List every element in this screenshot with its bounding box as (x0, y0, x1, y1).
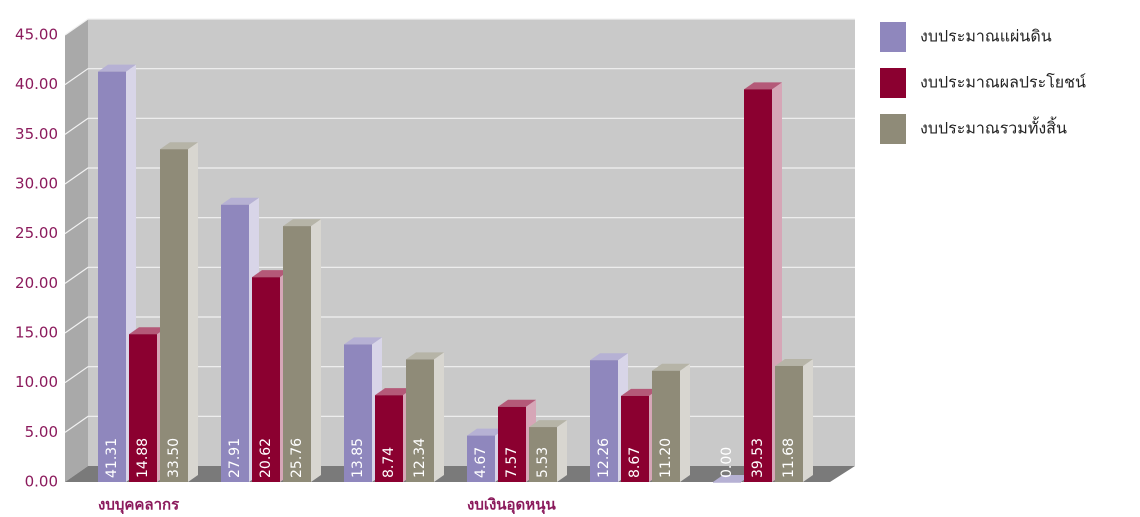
value-label: 27.91 (227, 438, 243, 478)
value-label: 41.31 (104, 438, 120, 478)
bar (498, 406, 526, 482)
bar-top (344, 337, 382, 345)
bar (344, 344, 372, 482)
legend-swatch (880, 114, 906, 144)
value-label: 0.00 (719, 447, 735, 478)
legend-label: งบประมาณรวมทั้งสิ้น (920, 117, 1067, 138)
bar (375, 395, 403, 482)
bar-top (590, 353, 628, 361)
bar (467, 435, 495, 482)
bar-top (498, 399, 536, 407)
bar-side (434, 352, 444, 482)
bar-top (713, 475, 751, 482)
y-tick-label: 10.00 (15, 373, 58, 391)
bar-top (283, 219, 321, 227)
bar (590, 360, 618, 482)
bar (713, 482, 741, 483)
value-label: 8.74 (381, 447, 397, 478)
back-wall (88, 19, 855, 466)
grid-line (64, 316, 855, 334)
grid-line (64, 167, 855, 185)
y-tick-label: 30.00 (15, 175, 58, 193)
value-label: 39.53 (750, 438, 766, 478)
x-tick-label: งบบุคคลากร (98, 496, 180, 515)
legend-label: งบประมาณแผ่นดิน (920, 27, 1052, 46)
bar (775, 365, 803, 482)
bar (160, 149, 188, 482)
bar-top (375, 388, 413, 396)
bar (621, 395, 649, 482)
value-label: 14.88 (135, 438, 151, 478)
legend-label: งบประมาณผลประโยชน์ (920, 73, 1086, 92)
x-tick-label: งบเงินอุดหนุน (467, 496, 556, 515)
bar-side (188, 142, 198, 482)
legend-swatch (880, 22, 906, 52)
bar (406, 359, 434, 482)
value-label: 12.26 (596, 438, 612, 478)
grid-line (64, 266, 855, 284)
value-label: 33.50 (166, 438, 182, 478)
bar-side (803, 358, 813, 482)
bar-side (557, 420, 567, 482)
y-tick-label: 20.00 (15, 274, 58, 292)
grid-line (64, 117, 855, 135)
bar-top (744, 82, 782, 90)
y-tick-label: 45.00 (15, 26, 58, 44)
bar-top (98, 64, 136, 72)
grid-line (64, 18, 855, 36)
bar-side (311, 219, 321, 482)
grid-line (64, 68, 855, 86)
y-tick-label: 0.00 (25, 473, 58, 491)
side-wall (65, 19, 88, 482)
value-label: 11.68 (781, 438, 797, 478)
value-label: 8.67 (627, 447, 643, 478)
value-label: 20.62 (258, 438, 274, 478)
bar-top (652, 363, 690, 371)
bar (252, 277, 280, 482)
bar (98, 71, 126, 483)
bar (652, 370, 680, 482)
bar (529, 427, 557, 482)
bar-side (680, 363, 690, 482)
y-tick-label: 25.00 (15, 224, 58, 242)
bar-top (129, 327, 167, 335)
value-label: 13.85 (350, 438, 366, 478)
bar-top (406, 352, 444, 360)
bar-top (775, 358, 813, 366)
bar-top (221, 197, 259, 205)
value-label: 25.76 (289, 438, 305, 478)
value-label: 4.67 (473, 447, 489, 478)
bar-top (252, 270, 290, 278)
bar-top (160, 142, 198, 150)
grid-line (64, 217, 855, 235)
value-label: 7.57 (504, 447, 520, 478)
bar-top (467, 428, 505, 436)
legend-swatch (880, 68, 906, 98)
bar (283, 226, 311, 482)
bar-top (621, 388, 659, 396)
value-label: 5.53 (535, 447, 551, 478)
bar (129, 334, 157, 482)
y-tick-label: 35.00 (15, 125, 58, 143)
bar (744, 89, 772, 483)
y-tick-label: 15.00 (15, 324, 58, 342)
bar-top (529, 420, 567, 428)
value-label: 11.20 (658, 438, 674, 478)
bar (221, 204, 249, 482)
y-tick-label: 40.00 (15, 75, 58, 93)
value-label: 12.34 (412, 438, 428, 478)
y-tick-label: 5.00 (25, 423, 58, 441)
